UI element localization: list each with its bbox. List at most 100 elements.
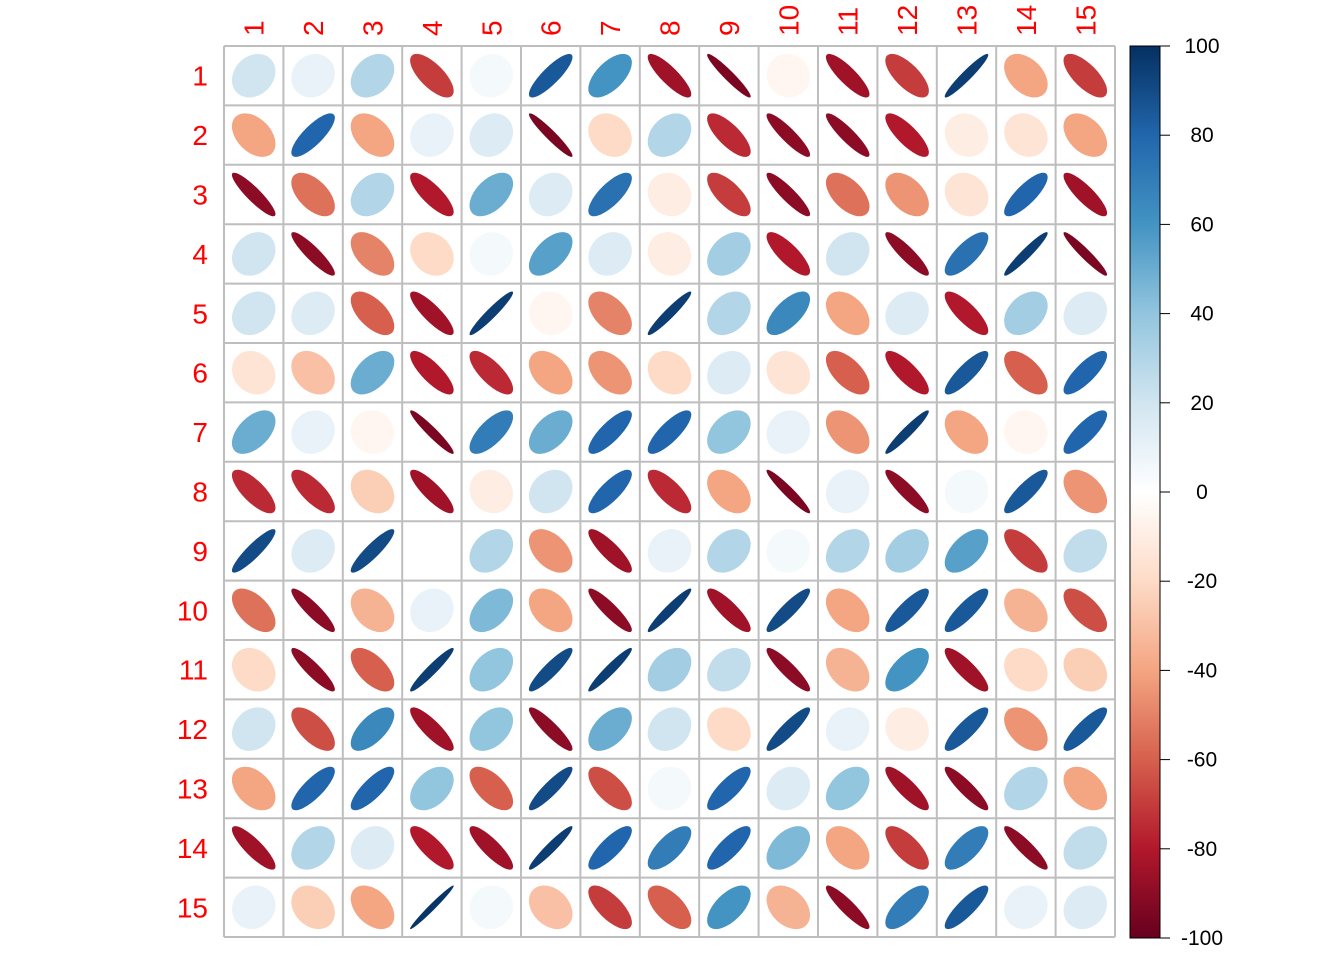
- cell-ellipse-r8-c2: [291, 469, 335, 514]
- cell-ellipse-r14-c1: [231, 826, 276, 870]
- cell-ellipse-r7-c5: [469, 410, 514, 454]
- cell-ellipse-r3-c3: [350, 172, 395, 217]
- cell-ellipse-r6-c12: [885, 350, 929, 395]
- cell-ellipse-r8-c8: [647, 469, 692, 514]
- cell-ellipse-r12-c9: [707, 707, 751, 751]
- cell-ellipse-r7-c6: [528, 410, 573, 454]
- cell-ellipse-r14-c7: [588, 826, 632, 870]
- cell-ellipse-r2-c7: [588, 113, 632, 157]
- cell-ellipse-r9-c8: [647, 529, 692, 573]
- cell-ellipse-r6-c9: [707, 350, 751, 395]
- cell-ellipse-r10-c3: [350, 588, 395, 633]
- cell-ellipse-r5-c6: [528, 291, 573, 336]
- cell-ellipse-r15-c3: [350, 885, 395, 930]
- cell-ellipse-r7-c9: [707, 410, 751, 454]
- cell-ellipse-r12-c8: [647, 707, 692, 751]
- cell-ellipse-r7-c15: [1063, 410, 1108, 454]
- cell-ellipse-r1-c10: [766, 53, 811, 98]
- cell-ellipse-r10-c14: [1004, 588, 1048, 633]
- cell-ellipse-r8-c4: [410, 469, 454, 514]
- colorbar: 100 80 60 40 20 0 -20 -40 -60 -80 -100: [1129, 35, 1223, 950]
- cell-ellipse-r5-c10: [766, 291, 811, 336]
- cell-ellipse-r1-c7: [588, 53, 632, 98]
- cell-ellipse-r13-c4: [410, 766, 454, 811]
- cell-ellipse-r12-c7: [588, 707, 632, 751]
- cell-ellipse-r5-c11: [825, 291, 870, 336]
- cell-ellipse-r12-c15: [1063, 707, 1108, 751]
- row-label: 3: [192, 180, 208, 211]
- cell-ellipse-r13-c13: [944, 766, 989, 811]
- colorbar-tick-label: -40: [1187, 659, 1217, 682]
- cell-ellipse-r8-c1: [231, 469, 276, 514]
- cell-ellipse-r2-c2: [291, 113, 335, 157]
- cell-ellipse-r12-c4: [410, 707, 454, 751]
- column-label: 10: [773, 5, 804, 36]
- cell-ellipse-r10-c12: [885, 588, 929, 633]
- cell-ellipse-r1-c15: [1063, 53, 1108, 98]
- column-label: 15: [1070, 5, 1101, 36]
- cell-ellipse-r7-c8: [647, 410, 692, 454]
- cell-ellipse-r13-c14: [1004, 766, 1048, 811]
- cell-ellipse-r10-c4: [410, 588, 454, 633]
- cell-ellipse-r4-c10: [766, 232, 811, 276]
- cell-ellipse-r3-c10: [766, 172, 811, 217]
- cell-ellipse-r8-c5: [469, 469, 514, 514]
- cell-ellipse-r11-c1: [231, 647, 276, 692]
- cell-ellipse-r5-c8: [647, 291, 692, 336]
- cell-ellipse-r14-c3: [350, 826, 395, 870]
- cell-ellipse-r10-c11: [825, 588, 870, 633]
- cell-ellipse-r1-c8: [647, 53, 692, 98]
- cell-ellipse-r10-c8: [647, 588, 692, 633]
- cell-ellipse-r7-c2: [291, 410, 335, 454]
- cell-ellipse-r12-c6: [528, 707, 573, 751]
- cell-ellipse-r7-c1: [231, 410, 276, 454]
- cell-ellipse-r13-c6: [528, 766, 573, 811]
- cell-ellipse-r3-c4: [410, 172, 454, 217]
- cell-ellipse-r5-c13: [944, 291, 989, 336]
- cell-ellipse-r15-c4: [410, 885, 454, 930]
- cell-ellipse-r15-c9: [707, 885, 751, 930]
- colorbar-tick-label: 60: [1190, 213, 1213, 236]
- row-label: 8: [192, 477, 208, 508]
- cell-ellipse-r6-c2: [291, 350, 335, 395]
- cell-ellipse-r12-c1: [231, 707, 276, 751]
- cell-ellipse-r5-c4: [410, 291, 454, 336]
- colorbar-tick-label: -60: [1187, 749, 1217, 772]
- cell-ellipse-r15-c6: [528, 885, 573, 930]
- cell-ellipse-r1-c6: [528, 53, 573, 98]
- cell-ellipse-r11-c2: [291, 647, 335, 692]
- cell-ellipse-r10-c1: [231, 588, 276, 633]
- cell-ellipse-r1-c11: [825, 53, 870, 98]
- cell-ellipse-r4-c2: [291, 232, 335, 276]
- cell-ellipse-r9-c6: [528, 529, 573, 573]
- row-label: 2: [192, 120, 208, 151]
- cell-ellipse-r14-c5: [469, 826, 514, 870]
- cell-ellipse-r1-c9: [707, 53, 751, 98]
- cell-ellipse-r15-c7: [588, 885, 632, 930]
- cell-ellipse-r9-c12: [885, 529, 929, 573]
- row-label: 5: [192, 298, 208, 329]
- cell-ellipse-r7-c7: [588, 410, 632, 454]
- cell-ellipse-r2-c10: [766, 113, 811, 157]
- cell-ellipse-r2-c14: [1004, 113, 1048, 157]
- cell-ellipse-r3-c13: [944, 172, 989, 217]
- cell-ellipse-r5-c7: [588, 291, 632, 336]
- cell-ellipse-r6-c7: [588, 350, 632, 395]
- cell-ellipse-r11-c15: [1063, 647, 1108, 692]
- cell-ellipse-r9-c4: [410, 529, 454, 573]
- cell-ellipse-r8-c13: [944, 469, 989, 514]
- cell-ellipse-r11-c8: [647, 647, 692, 692]
- cell-ellipse-r1-c12: [885, 53, 929, 98]
- cell-ellipse-r8-c3: [350, 469, 395, 514]
- row-label: 12: [177, 714, 208, 745]
- cell-ellipse-r14-c6: [528, 826, 573, 870]
- cell-ellipse-r1-c14: [1004, 53, 1048, 98]
- cell-ellipse-r6-c8: [647, 350, 692, 395]
- column-label: 9: [714, 20, 745, 36]
- cell-ellipse-r3-c15: [1063, 172, 1108, 217]
- cell-ellipse-r6-c5: [469, 350, 514, 395]
- cell-ellipse-r5-c9: [707, 291, 751, 336]
- cell-ellipse-r2-c11: [825, 113, 870, 157]
- cell-ellipse-r7-c3: [350, 410, 395, 454]
- cell-ellipse-r12-c5: [469, 707, 514, 751]
